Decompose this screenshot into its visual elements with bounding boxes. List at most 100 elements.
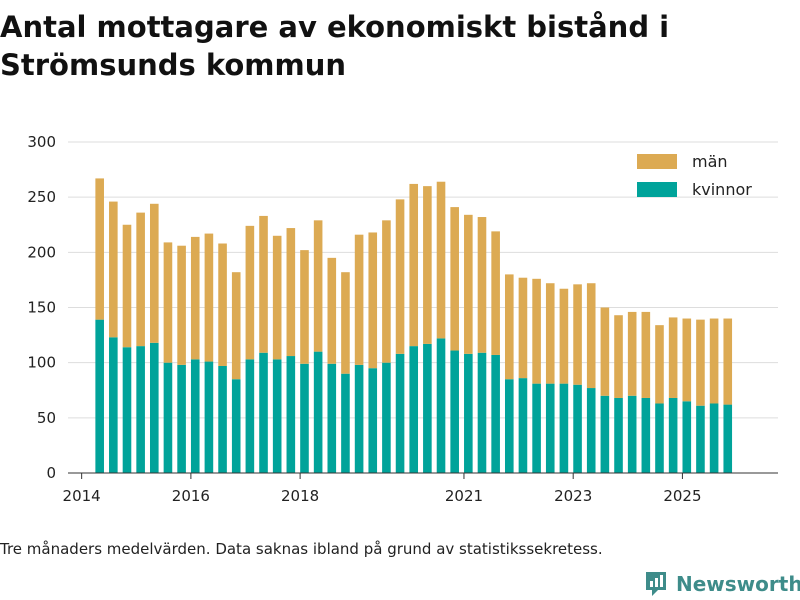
bar-man [136, 212, 145, 347]
gridlines [68, 141, 778, 419]
y-tick-label: 150 [27, 299, 56, 317]
bar-man [272, 235, 282, 360]
y-tick-label: 200 [27, 243, 56, 261]
bar-kvinnor [655, 403, 664, 473]
bar-kvinnor [696, 405, 705, 473]
y-tick-label: 100 [27, 354, 56, 372]
bar-man [354, 234, 364, 365]
brand-name: Newsworthy [676, 572, 800, 596]
bar-kvinnor [504, 379, 514, 473]
bar-man [341, 272, 350, 374]
y-tick-label: 250 [27, 188, 56, 206]
bar-man [600, 307, 610, 396]
bar-kvinnor [190, 359, 200, 473]
bar-man [696, 319, 705, 406]
bar-kvinnor [341, 373, 350, 473]
bar-kvinnor [368, 368, 378, 473]
bar-kvinnor [614, 397, 623, 473]
bar-man [177, 245, 186, 365]
bar-kvinnor [573, 384, 582, 473]
bar-kvinnor [450, 350, 459, 473]
bar-kvinnor [682, 401, 692, 473]
bar-man [532, 278, 541, 384]
bar-man [504, 274, 514, 380]
bars [95, 178, 733, 473]
x-tick-label: 2018 [281, 487, 319, 505]
bar-kvinnor [559, 383, 569, 473]
x-axis-ticks: 2014 2016 2018 2021 2023 2025 [63, 473, 702, 505]
bar-man [436, 181, 446, 339]
bar-kvinnor [95, 319, 104, 473]
bar-kvinnor [395, 353, 405, 473]
bar-kvinnor [641, 397, 651, 473]
bar-kvinnor [354, 364, 364, 473]
bar-man [518, 277, 528, 379]
bar-man [149, 203, 159, 343]
bar-man [559, 288, 569, 384]
bar-kvinnor [518, 378, 528, 473]
bar-man [163, 242, 173, 363]
bar-man [218, 243, 227, 366]
bar-kvinnor [163, 362, 173, 473]
x-tick-label: 2014 [63, 487, 101, 505]
bar-kvinnor [668, 397, 678, 473]
bar-man [190, 236, 200, 360]
bar-man [109, 201, 118, 338]
bar-man [655, 325, 664, 404]
legend-swatch [637, 154, 677, 169]
y-tick-label: 50 [37, 409, 56, 427]
legend-swatch [637, 182, 677, 197]
bar-man [545, 283, 555, 384]
x-tick-label: 2025 [663, 487, 701, 505]
bar-kvinnor [122, 347, 132, 473]
bar-kvinnor [586, 388, 596, 473]
bar-man [709, 318, 719, 404]
bar-kvinnor [723, 404, 733, 473]
bar-man [682, 318, 692, 402]
bar-man [423, 186, 432, 344]
bar-man [450, 207, 459, 351]
footnote: Tre månaders medelvärden. Data saknas ib… [0, 540, 603, 558]
bar-kvinnor [313, 351, 323, 473]
bar-man [122, 224, 132, 348]
bar-kvinnor [109, 337, 118, 473]
bar-kvinnor [409, 346, 419, 473]
bar-man [477, 217, 487, 353]
bar-man [95, 178, 104, 320]
bar-kvinnor [545, 383, 555, 473]
bar-man [382, 220, 391, 363]
bar-man [409, 183, 419, 347]
bar-man [204, 233, 214, 362]
bar-kvinnor [300, 363, 309, 473]
legend-label: kvinnor [692, 180, 752, 199]
bar-man [245, 225, 255, 360]
bar-kvinnor [272, 359, 282, 473]
bar-kvinnor [491, 354, 500, 473]
bar-kvinnor [149, 342, 159, 473]
bar-man [668, 317, 678, 398]
bar-kvinnor [709, 403, 719, 473]
bar-man [286, 228, 296, 357]
x-tick-label: 2021 [445, 487, 483, 505]
x-tick-label: 2023 [554, 487, 592, 505]
bar-kvinnor [231, 379, 241, 473]
bar-kvinnor [382, 362, 391, 473]
bar-man [395, 199, 405, 354]
bar-kvinnor [259, 352, 268, 473]
bar-man [300, 250, 309, 364]
bar-kvinnor [245, 359, 255, 473]
chart-title: Antal mottagare av ekonomiskt bistånd i … [0, 10, 670, 82]
legend: män kvinnor [637, 152, 752, 199]
bar-kvinnor [477, 352, 487, 473]
y-tick-label: 300 [27, 133, 56, 151]
bar-kvinnor [136, 346, 145, 473]
bar-man [491, 231, 500, 355]
bar-man [614, 315, 623, 398]
bar-man [464, 214, 473, 354]
bar-man [231, 272, 241, 380]
bar-kvinnor [464, 353, 473, 473]
y-tick-label: 0 [46, 464, 56, 482]
bar-man [586, 283, 596, 389]
bar-kvinnor [600, 395, 610, 473]
